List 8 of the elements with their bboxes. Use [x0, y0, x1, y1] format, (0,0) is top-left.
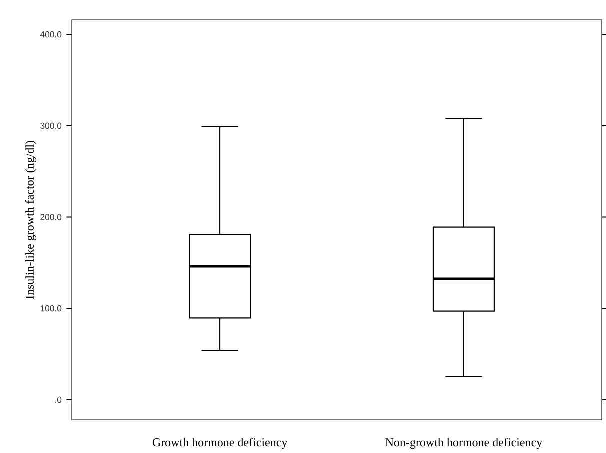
y-axis-title: Insulin-like growth factor (ng/dl)	[25, 141, 36, 300]
y-tick-label: .0	[56, 396, 62, 403]
y-tick-label: 400.0	[40, 32, 62, 38]
y-tick-label: 100.0	[40, 306, 62, 312]
x-tick-label: Growth hormone deficiency	[152, 438, 288, 450]
y-tick-label: 200.0	[40, 214, 62, 220]
x-tick-label: Non-growth hormone deficiency	[386, 438, 543, 450]
y-tick-label: 300.0	[40, 122, 62, 129]
